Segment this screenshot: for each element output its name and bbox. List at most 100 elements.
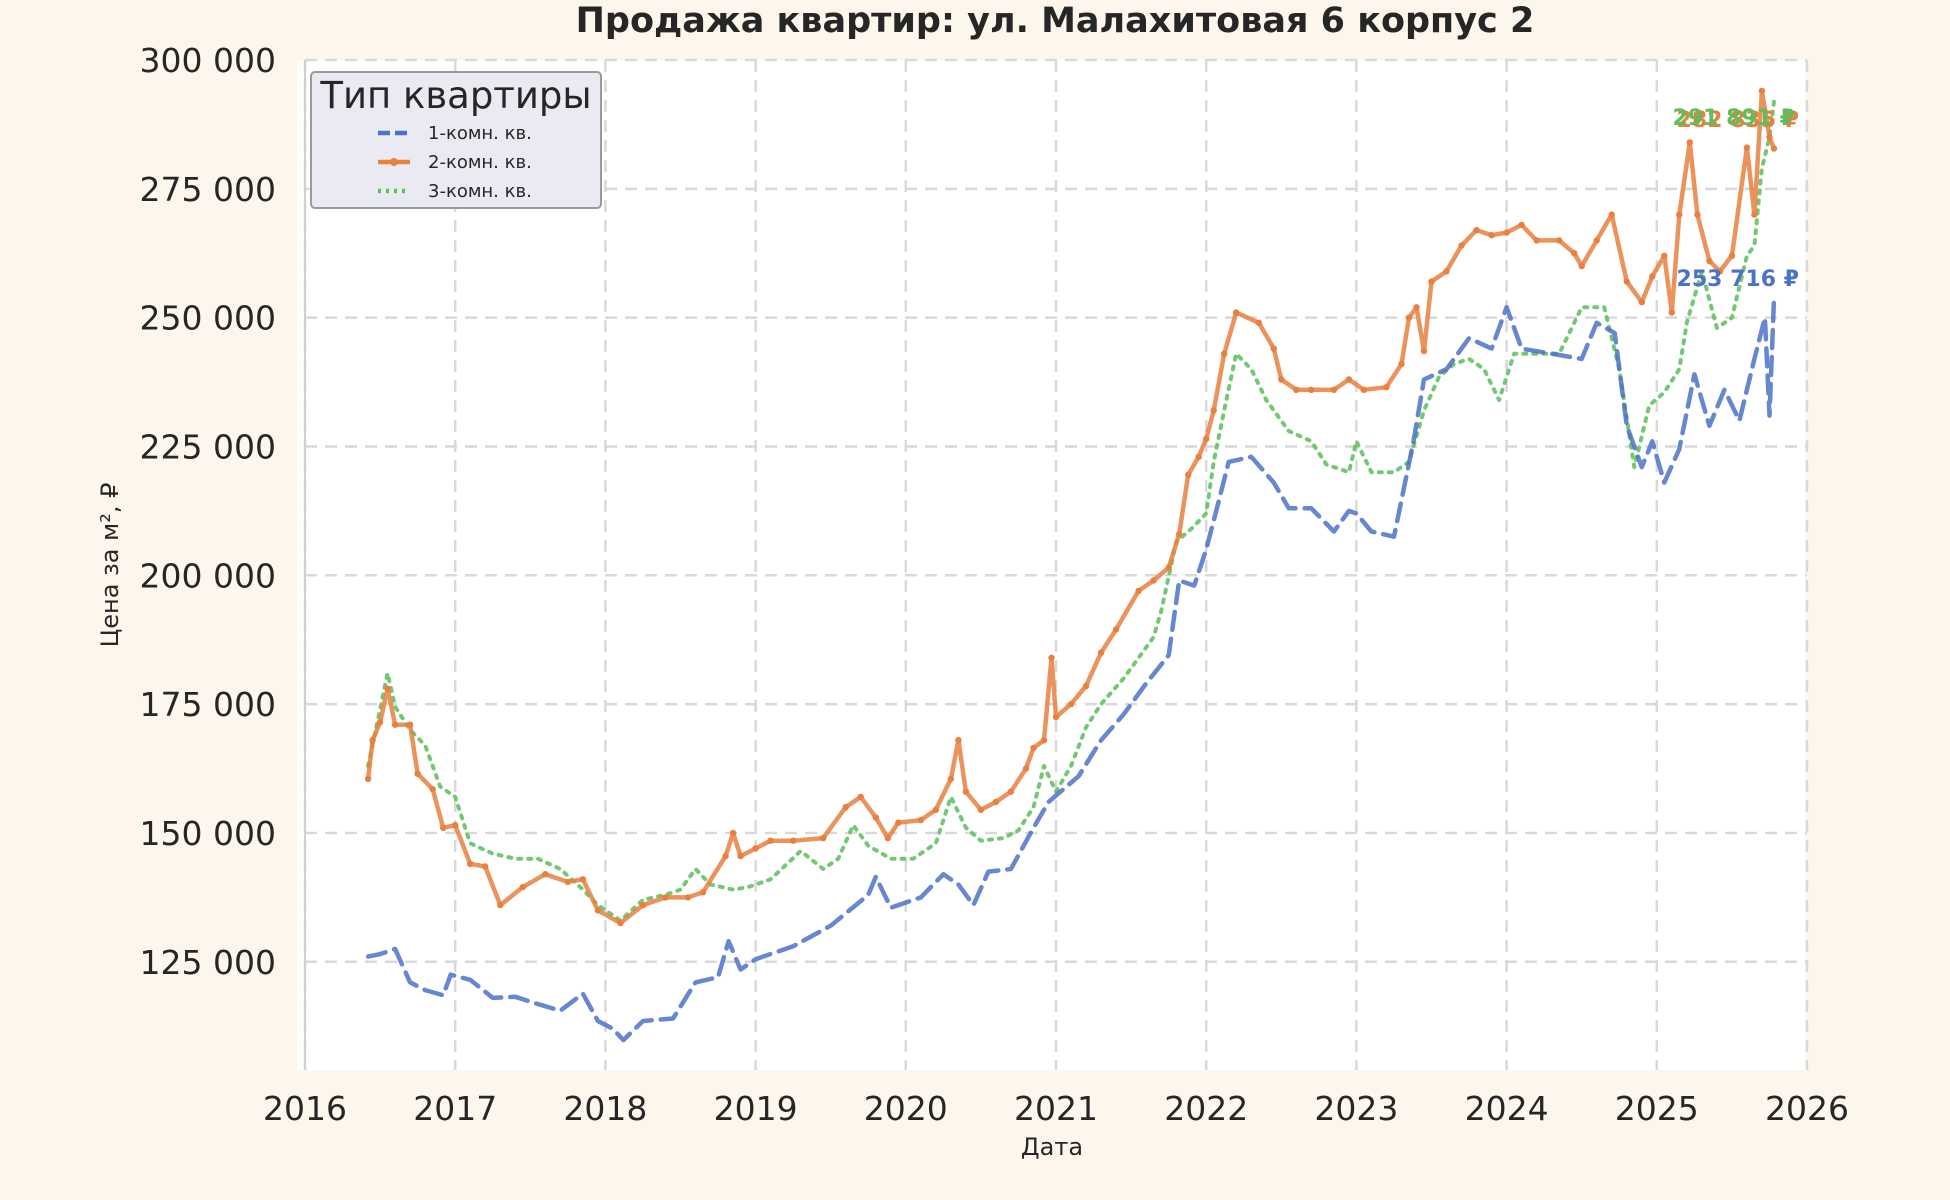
legend-title: Тип квартиры	[319, 74, 591, 117]
data-point	[662, 894, 669, 901]
data-point	[932, 806, 939, 813]
data-point	[1048, 654, 1055, 661]
data-point	[962, 788, 970, 795]
data-point	[1420, 347, 1428, 355]
data-point	[1405, 314, 1413, 321]
data-point	[1556, 237, 1563, 244]
data-point	[1185, 471, 1192, 478]
legend-label: 3-комн. кв.	[428, 181, 532, 202]
data-point	[1165, 564, 1172, 571]
data-point	[1082, 682, 1090, 690]
data-point	[519, 883, 526, 891]
data-point	[1308, 386, 1315, 393]
data-point	[977, 806, 985, 813]
data-point	[364, 775, 372, 783]
data-point	[1195, 453, 1202, 460]
data-point	[1097, 649, 1105, 656]
data-point	[1766, 134, 1773, 141]
data-point	[947, 775, 955, 783]
x-tick-label: 2018	[563, 1089, 647, 1128]
data-point	[482, 863, 489, 870]
chart-title: Продажа квартир: ул. Малахитовая 6 корпу…	[576, 1, 1535, 41]
data-point	[1751, 211, 1758, 218]
data-point	[452, 822, 459, 829]
data-point	[872, 814, 879, 821]
data-point	[1533, 237, 1540, 244]
data-point	[767, 837, 774, 844]
data-point	[1488, 232, 1495, 239]
data-point	[542, 871, 549, 878]
legend-label: 1-комн. кв.	[428, 123, 532, 144]
data-point	[1571, 250, 1578, 257]
data-point	[1233, 309, 1240, 316]
data-point	[1345, 376, 1353, 383]
data-point	[1728, 252, 1736, 259]
series-line	[366, 99, 1776, 923]
x-tick-label: 2020	[864, 1089, 948, 1128]
data-point	[857, 793, 864, 801]
data-point	[1758, 87, 1766, 95]
data-point	[1593, 237, 1600, 244]
data-point	[820, 834, 827, 842]
data-point	[1428, 278, 1435, 285]
data-point	[1649, 273, 1656, 280]
data-point	[737, 852, 744, 860]
data-point	[1176, 530, 1183, 538]
data-point	[1518, 221, 1525, 229]
x-tick-label: 2025	[1615, 1089, 1699, 1128]
y-tick-label: 175 000	[140, 685, 276, 724]
end-label: 282 835 ₽	[1677, 108, 1799, 133]
data-point	[1661, 252, 1668, 259]
data-point	[1052, 713, 1060, 721]
x-tick-label: 2017	[413, 1089, 497, 1128]
data-point	[1716, 268, 1724, 275]
end-labels: 253 716 ₽ 282 835 ₽291 891 ₽	[1673, 106, 1799, 292]
data-point	[1398, 360, 1405, 368]
data-point	[1022, 765, 1030, 772]
data-point	[1413, 304, 1420, 311]
series-lines	[364, 87, 1778, 1043]
y-tick-label: 275 000	[140, 170, 276, 209]
x-tick-label: 2023	[1314, 1089, 1398, 1128]
legend-item: 1-комн. кв.	[378, 123, 532, 144]
data-point	[391, 721, 399, 728]
data-point	[842, 804, 849, 811]
data-point	[497, 901, 504, 909]
y-tick-label: 300 000	[140, 41, 276, 80]
data-point	[639, 901, 647, 909]
data-point	[1638, 299, 1646, 306]
data-point	[1686, 139, 1694, 146]
series-3	[366, 99, 1776, 923]
data-point	[1221, 350, 1228, 357]
data-point	[992, 798, 1000, 806]
legend: Тип квартиры 1-комн. кв. 2-комн. кв. 3-ком…	[310, 71, 602, 209]
data-point	[369, 737, 376, 744]
x-tick-label: 2016	[263, 1089, 347, 1128]
data-point	[1203, 435, 1210, 442]
y-tick-labels: 125 000 150 000 175 000 200 000 225 000 250 0…	[140, 41, 276, 982]
data-point	[1270, 345, 1278, 352]
data-point	[1668, 309, 1676, 316]
data-point	[1330, 386, 1338, 393]
series-1	[365, 296, 1777, 1043]
y-tick-label: 200 000	[140, 556, 276, 595]
data-point	[1255, 319, 1263, 326]
data-point	[1293, 386, 1300, 393]
data-point	[617, 919, 624, 927]
data-point	[1578, 262, 1585, 270]
x-tick-label: 2026	[1765, 1089, 1849, 1128]
data-point	[429, 786, 436, 793]
data-point	[579, 876, 587, 883]
plot-area	[297, 60, 1805, 1070]
data-point	[790, 837, 797, 844]
data-point	[1040, 737, 1048, 744]
data-point	[699, 889, 707, 896]
data-point	[895, 819, 902, 826]
data-point	[1150, 577, 1157, 584]
data-point	[376, 719, 384, 726]
data-point	[467, 860, 474, 868]
data-point	[684, 894, 692, 901]
x-tick-label: 2019	[714, 1089, 798, 1128]
data-point	[384, 685, 391, 692]
data-point	[414, 770, 421, 777]
